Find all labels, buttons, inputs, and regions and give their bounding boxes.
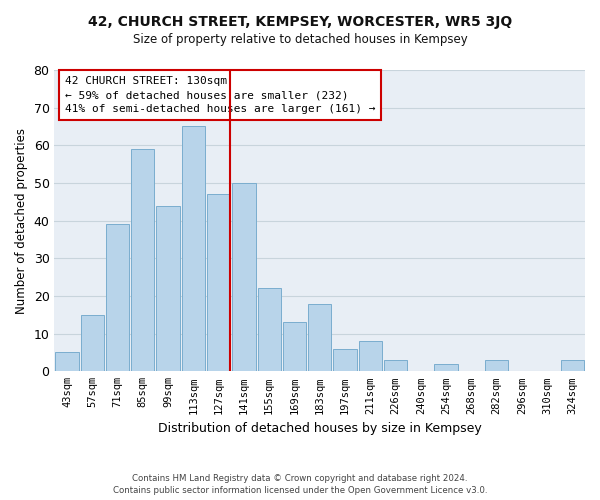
Text: Size of property relative to detached houses in Kempsey: Size of property relative to detached ho… xyxy=(133,32,467,46)
Bar xyxy=(384,360,407,372)
Bar xyxy=(182,126,205,372)
Bar xyxy=(257,288,281,372)
Bar xyxy=(334,348,356,372)
Text: 42 CHURCH STREET: 130sqm
← 59% of detached houses are smaller (232)
41% of semi-: 42 CHURCH STREET: 130sqm ← 59% of detach… xyxy=(65,76,376,114)
Bar xyxy=(561,360,584,372)
Bar xyxy=(80,315,104,372)
Bar xyxy=(434,364,458,372)
Bar xyxy=(359,341,382,372)
Bar xyxy=(106,224,129,372)
Bar xyxy=(485,360,508,372)
Y-axis label: Number of detached properties: Number of detached properties xyxy=(15,128,28,314)
Text: Contains HM Land Registry data © Crown copyright and database right 2024.
Contai: Contains HM Land Registry data © Crown c… xyxy=(113,474,487,495)
Bar xyxy=(207,194,230,372)
Bar xyxy=(55,352,79,372)
Bar xyxy=(131,149,154,372)
Bar xyxy=(232,183,256,372)
Bar xyxy=(308,304,331,372)
Text: 42, CHURCH STREET, KEMPSEY, WORCESTER, WR5 3JQ: 42, CHURCH STREET, KEMPSEY, WORCESTER, W… xyxy=(88,15,512,29)
Bar xyxy=(283,322,306,372)
X-axis label: Distribution of detached houses by size in Kempsey: Distribution of detached houses by size … xyxy=(158,422,482,435)
Bar xyxy=(157,206,180,372)
